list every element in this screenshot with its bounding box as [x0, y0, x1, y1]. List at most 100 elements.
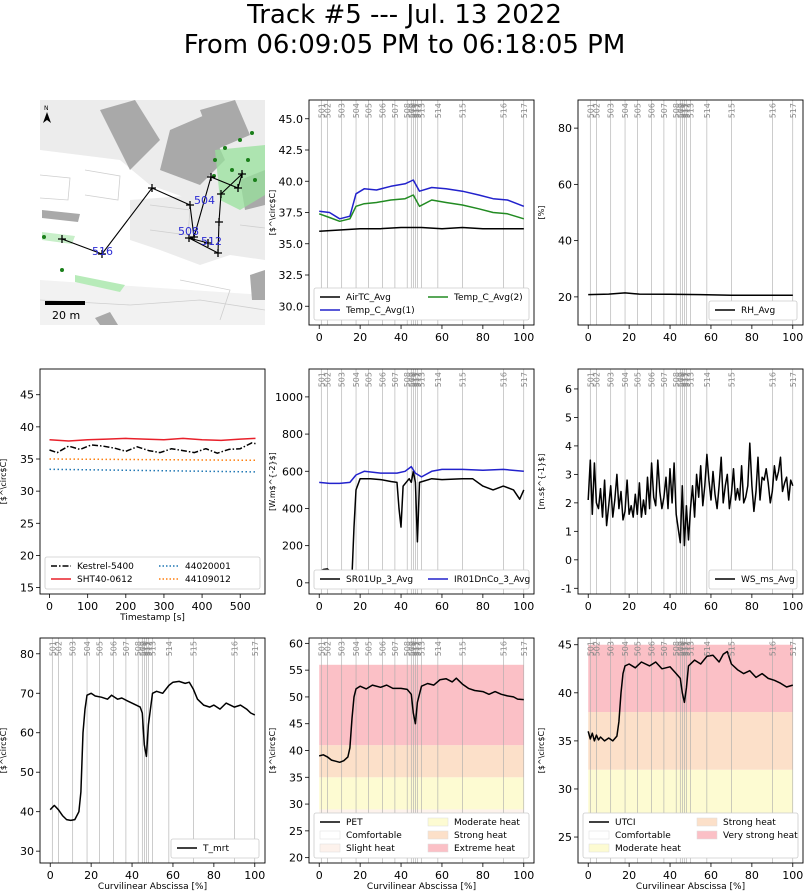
x-tick-label: 20	[622, 869, 636, 882]
map-point-label: 512	[201, 235, 222, 248]
legend-label: 44020001	[185, 562, 231, 572]
legend-swatch	[588, 830, 610, 840]
track-map: 516 508 512 504 20 m N	[40, 100, 265, 325]
map-street-area	[40, 280, 265, 325]
track-marker-label: 504	[83, 641, 92, 656]
legend-label: Moderate heat	[615, 844, 681, 854]
x-tick-label: 100	[513, 869, 534, 882]
y-tick-label: 70	[20, 687, 34, 700]
legend-swatch	[696, 830, 718, 840]
track-marker-label: 501	[317, 372, 326, 387]
x-tick-label: 40	[663, 600, 677, 613]
track-marker-label: 503	[607, 372, 616, 387]
x-tick-label: 200	[115, 600, 136, 613]
x-tick-label: 0	[585, 600, 592, 613]
track-marker-label: 501	[586, 641, 595, 656]
track-marker-label: 509	[138, 641, 147, 656]
y-tick-label: 50	[289, 691, 303, 704]
y-tick-label: 800	[282, 428, 303, 441]
y-axis-label: [$^\circ$C]	[0, 459, 8, 505]
legend-label: RH_Avg	[741, 306, 775, 316]
legend-box	[44, 556, 261, 590]
track-marker-label: 505	[633, 372, 642, 387]
x-axis-label: Curvilinear Abscissa [%]	[636, 882, 745, 892]
axes-frame	[577, 637, 804, 864]
y-tick-label: 35	[289, 771, 303, 784]
track-marker-label: 512	[413, 103, 422, 118]
track-marker-label: 514	[703, 103, 712, 118]
x-tick-label: 100	[782, 600, 803, 613]
track-marker-label: 502	[323, 641, 332, 656]
x-tick-label: 80	[476, 331, 490, 344]
x-tick-label: 0	[316, 869, 323, 882]
x-tick-label: 0	[46, 600, 53, 613]
x-tick-label: 20	[622, 331, 636, 344]
x-tick-label: 40	[125, 869, 139, 882]
track-marker-label: 504	[621, 103, 630, 118]
y-tick-label: 25	[20, 517, 34, 530]
x-tick-label: 40	[394, 600, 408, 613]
y-tick-label: 25	[558, 831, 572, 844]
map-building	[95, 312, 118, 325]
series-line	[587, 442, 794, 547]
x-axis-label: Curvilinear Abscissa [%]	[98, 882, 207, 892]
axes-frame	[577, 368, 804, 595]
plot-area	[587, 369, 794, 594]
x-tick-label: 300	[153, 600, 174, 613]
legend-box	[708, 569, 798, 590]
map-street-area	[130, 190, 265, 265]
track-marker-label: 503	[338, 372, 347, 387]
track-marker-label: 508	[403, 372, 412, 387]
y-tick-label: 4	[565, 440, 572, 453]
track-marker-label: 508	[672, 641, 681, 656]
track-marker-label: 506	[110, 641, 119, 656]
track-marker-label: 511	[411, 641, 420, 656]
track-marker-label: 505	[95, 641, 104, 656]
series-line	[318, 194, 525, 223]
series-line	[319, 677, 524, 764]
plot-area	[588, 100, 794, 325]
track-marker-label: 515	[189, 641, 198, 656]
track-marker-label: 514	[703, 641, 712, 656]
x-tick-label: 60	[704, 600, 718, 613]
y-tick-label: 40	[558, 687, 572, 700]
track-marker-label: 507	[660, 372, 669, 387]
x-tick-label: 60	[435, 600, 449, 613]
track-marker-label: 511	[411, 372, 420, 387]
track-marker-label: 516	[499, 641, 508, 656]
legend-label: WS_ms_Avg	[741, 575, 795, 585]
legend-label: SHT40-0612	[77, 575, 133, 585]
north-label: N	[44, 105, 49, 112]
track-marker-label: 511	[680, 103, 689, 118]
y-tick-label: 1000	[275, 391, 303, 404]
y-tick-label: 0	[296, 577, 303, 590]
track-marker-label: 504	[621, 372, 630, 387]
y-axis-label: [$^\circ$C]	[0, 728, 8, 774]
track-marker-label: 511	[411, 103, 420, 118]
track-marker-label: 514	[434, 372, 443, 387]
scale-bar-label: 20 m	[52, 309, 80, 322]
y-tick-label: 0	[565, 554, 572, 567]
track-marker-label: 517	[520, 641, 529, 656]
track-marker-label: 504	[352, 641, 361, 656]
y-axis-label: [m.s$^{-1}$]	[537, 454, 546, 510]
legend-label: Comfortable	[346, 831, 402, 841]
track-marker-label: 513	[149, 641, 158, 656]
x-tick-label: 60	[166, 869, 180, 882]
x-tick-label: 60	[435, 869, 449, 882]
legend-label: UTCI	[615, 818, 636, 828]
y-tick-label: 60	[558, 178, 572, 191]
track-marker-label: 517	[789, 372, 798, 387]
title-line-1: Track #5 --- Jul. 13 2022	[247, 0, 562, 30]
track-marker-label: 507	[391, 372, 400, 387]
axes-frame	[308, 368, 535, 595]
axes-frame	[577, 99, 804, 326]
track-marker-label: 512	[682, 372, 691, 387]
track-marker-label: 508	[672, 372, 681, 387]
y-tick-label: 1	[565, 525, 572, 538]
legend-box	[170, 838, 260, 859]
y-tick-label: 25	[289, 825, 303, 838]
track-marker-label: 507	[660, 641, 669, 656]
